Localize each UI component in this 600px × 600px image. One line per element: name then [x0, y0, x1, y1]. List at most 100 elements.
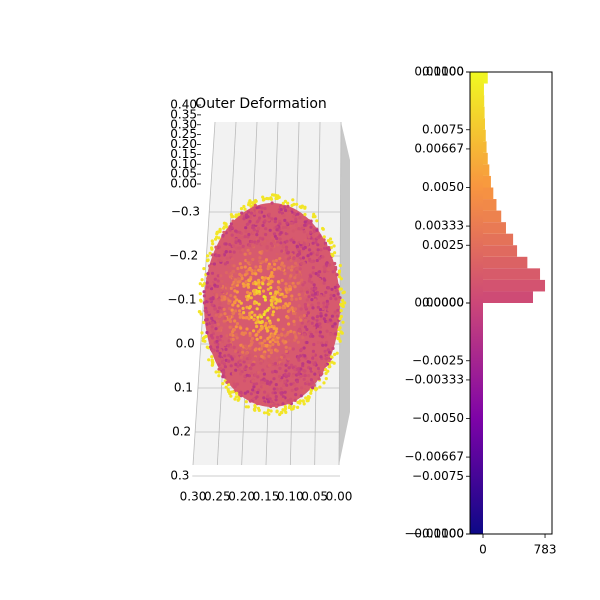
point-cloud-dot [266, 282, 270, 286]
point-cloud-dot [280, 261, 284, 265]
point-cloud-dot [238, 230, 242, 234]
point-cloud-dot [210, 282, 214, 286]
point-cloud-dot [289, 382, 293, 386]
point-cloud-dot [260, 242, 264, 246]
point-cloud-dot [296, 312, 300, 316]
point-cloud-dot [267, 346, 271, 350]
point-cloud-dot [316, 243, 320, 247]
histogram-bar [483, 83, 484, 96]
point-cloud-dot [312, 283, 316, 287]
point-cloud-dot [293, 287, 297, 291]
point-cloud-dot [305, 290, 309, 294]
y-tick-label: 0.00667 [414, 141, 464, 155]
point-cloud-dot [280, 249, 284, 253]
point-cloud-dot [249, 342, 253, 346]
point-cloud-dot [275, 252, 279, 256]
point-cloud-dot [215, 345, 220, 349]
point-cloud-dot [252, 329, 256, 333]
point-cloud-dot [323, 335, 327, 339]
point-cloud-dot [335, 273, 339, 277]
z-tick-label: 0.15 [170, 147, 197, 161]
point-cloud-dot [284, 282, 288, 286]
y-tick-label: −0.1 [167, 293, 196, 307]
point-cloud-dot [261, 368, 265, 372]
point-cloud-dot [228, 307, 232, 311]
point-cloud-dot [334, 332, 338, 336]
point-cloud-dot [312, 229, 317, 233]
point-cloud-dot [241, 350, 245, 354]
point-cloud-dot [319, 314, 323, 318]
point-cloud-dot [303, 374, 307, 378]
point-cloud-dot [252, 397, 256, 401]
point-cloud-dot [323, 269, 327, 274]
point-cloud-dot [237, 397, 241, 401]
point-cloud-dot [271, 313, 275, 317]
point-cloud-dot [312, 237, 316, 241]
point-cloud-dot [254, 272, 258, 276]
point-cloud-dot [244, 400, 248, 404]
point-cloud-dot [243, 235, 247, 239]
point-cloud-dot [253, 390, 257, 394]
point-cloud-dot [257, 226, 261, 230]
point-cloud-dot [298, 216, 302, 220]
point-cloud-dot [231, 337, 235, 341]
point-cloud-dot [311, 266, 315, 270]
point-cloud-dot [274, 329, 278, 334]
point-cloud-dot [276, 194, 280, 198]
point-cloud-dot [283, 272, 287, 276]
point-cloud-dot [258, 210, 262, 214]
point-cloud-dot [278, 357, 282, 362]
point-cloud-dot [249, 211, 254, 215]
point-cloud-dot [249, 392, 253, 396]
point-cloud-dot [299, 367, 303, 371]
point-cloud-dot [300, 278, 304, 282]
point-cloud-dot [259, 361, 263, 365]
point-cloud-dot [223, 316, 227, 320]
point-cloud-dot [286, 330, 290, 335]
point-cloud-dot [331, 346, 335, 350]
point-cloud-dot [205, 330, 209, 335]
point-cloud-dot [318, 325, 323, 329]
point-cloud-dot [307, 295, 311, 299]
point-cloud-dot [327, 308, 331, 312]
histogram-bar [483, 72, 488, 84]
point-cloud-dot [298, 329, 302, 333]
point-cloud-dot [268, 321, 272, 325]
point-cloud-dot [264, 227, 268, 231]
point-cloud-dot [281, 339, 285, 343]
point-cloud-dot [225, 256, 229, 260]
point-cloud-dot [276, 340, 280, 344]
point-cloud-dot [210, 303, 214, 307]
point-cloud-dot [269, 291, 273, 296]
point-cloud-dot [215, 232, 219, 236]
point-cloud-dot [319, 372, 323, 376]
point-cloud-dot [310, 260, 314, 264]
point-cloud-dot [201, 284, 205, 288]
point-cloud-dot [234, 229, 238, 233]
point-cloud-dot [242, 311, 246, 315]
point-cloud-dot [342, 290, 346, 294]
histogram-bar [483, 210, 502, 223]
point-cloud-dot [274, 398, 278, 402]
point-cloud-dot [303, 238, 307, 242]
point-cloud-dot [306, 311, 310, 315]
point-cloud-dot [310, 303, 314, 307]
point-cloud-dot [329, 322, 333, 326]
point-cloud-dot [270, 201, 274, 205]
point-cloud-dot [298, 252, 302, 256]
point-cloud-dot [284, 255, 288, 259]
point-cloud-dot [198, 310, 202, 314]
point-cloud-dot [265, 385, 269, 389]
point-cloud-dot [266, 238, 270, 243]
point-cloud-dot [328, 350, 332, 354]
point-cloud-dot [306, 242, 310, 246]
point-cloud-dot [267, 363, 271, 367]
point-cloud-dot [258, 250, 262, 254]
point-cloud-dot [322, 281, 326, 285]
point-cloud-dot [234, 240, 238, 245]
point-cloud-dot [273, 391, 277, 395]
point-cloud-dot [329, 246, 333, 250]
point-cloud-dot [311, 352, 315, 356]
point-cloud-dot [302, 230, 306, 234]
point-cloud-dot [284, 208, 288, 213]
